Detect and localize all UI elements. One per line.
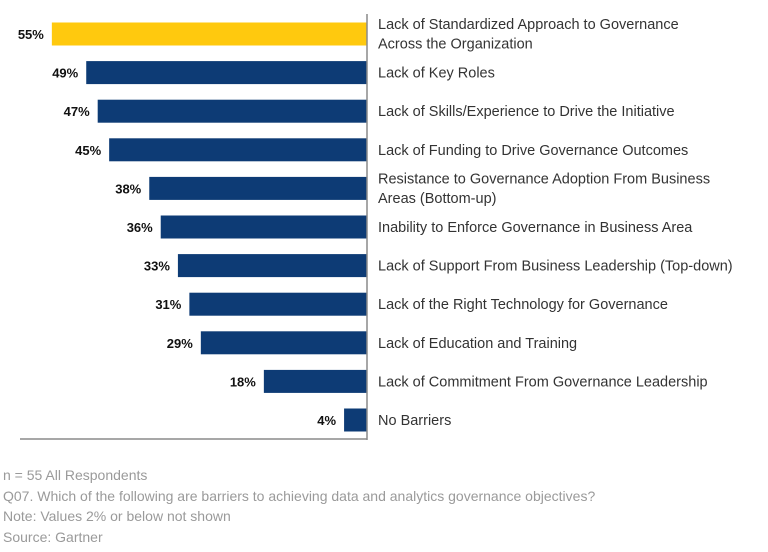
category-label: Lack of Education and Training bbox=[378, 336, 577, 352]
bar bbox=[97, 99, 367, 123]
value-label: 31% bbox=[155, 297, 181, 312]
value-label: 38% bbox=[115, 181, 141, 196]
category-label: Lack of Key Roles bbox=[378, 66, 495, 82]
value-label: 55% bbox=[18, 27, 44, 42]
bar bbox=[263, 369, 367, 393]
values-note: Note: Values 2% or below not shown bbox=[3, 508, 231, 524]
category-label: Lack of the Right Technology for Governa… bbox=[378, 297, 668, 313]
question-note: Q07. Which of the following are barriers… bbox=[3, 487, 596, 504]
bar bbox=[160, 215, 367, 239]
value-label: 36% bbox=[127, 220, 153, 235]
category-label: Resistance to Governance Adoption From B… bbox=[378, 171, 710, 207]
category-label: Inability to Enforce Governance in Busin… bbox=[378, 220, 693, 236]
bar-chart: 55% Lack of Standardized Approach to Gove… bbox=[18, 14, 733, 440]
category-label: Lack of Skills/Experience to Drive the I… bbox=[378, 104, 675, 120]
bar bbox=[86, 61, 367, 85]
value-label: 29% bbox=[167, 336, 193, 351]
category-label: No Barriers bbox=[378, 413, 451, 429]
bar bbox=[200, 331, 367, 355]
bar bbox=[51, 22, 367, 46]
value-label: 47% bbox=[64, 104, 90, 119]
value-label: 33% bbox=[144, 259, 170, 274]
bar bbox=[149, 176, 367, 200]
source-note: Source: Gartner bbox=[3, 528, 103, 545]
sample-size-note: n = 55 All Respondents bbox=[3, 467, 148, 483]
bar bbox=[109, 138, 368, 162]
value-label: 4% bbox=[317, 413, 336, 428]
value-label: 49% bbox=[52, 66, 78, 81]
value-label: 45% bbox=[75, 143, 101, 158]
category-label: Lack of Standardized Approach to Governa… bbox=[378, 17, 679, 53]
category-label: Lack of Funding to Drive Governance Outc… bbox=[378, 143, 688, 159]
value-label: 18% bbox=[230, 374, 256, 389]
bar bbox=[344, 408, 367, 432]
bar bbox=[189, 292, 367, 316]
category-label: Lack of Commitment From Governance Leade… bbox=[378, 374, 708, 390]
footnotes: n = 55 All Respondents Q07. Which of the… bbox=[3, 465, 595, 547]
bar bbox=[177, 254, 367, 278]
category-label: Lack of Support From Business Leadership… bbox=[378, 259, 733, 275]
